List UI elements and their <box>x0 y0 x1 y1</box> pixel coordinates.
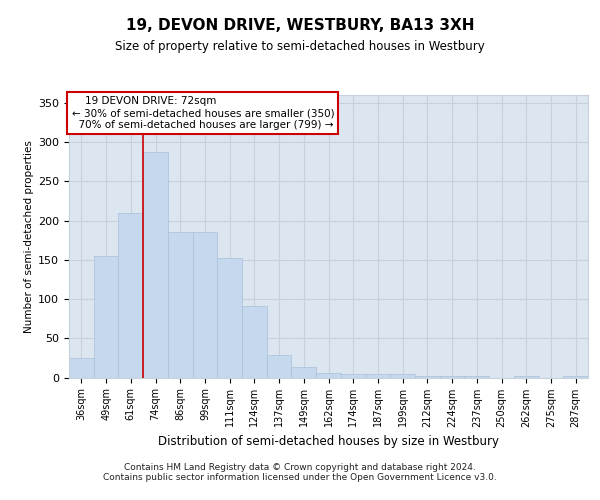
Text: 19 DEVON DRIVE: 72sqm
← 30% of semi-detached houses are smaller (350)
  70% of s: 19 DEVON DRIVE: 72sqm ← 30% of semi-deta… <box>71 96 334 130</box>
Bar <box>292 366 316 378</box>
Bar <box>365 374 390 378</box>
X-axis label: Distribution of semi-detached houses by size in Westbury: Distribution of semi-detached houses by … <box>158 435 499 448</box>
Bar <box>390 374 415 378</box>
Bar <box>440 376 464 378</box>
Bar <box>143 152 168 378</box>
Bar <box>316 373 341 378</box>
Bar <box>464 376 489 378</box>
Bar <box>514 376 539 378</box>
Bar <box>217 258 242 378</box>
Bar <box>193 232 217 378</box>
Bar <box>242 306 267 378</box>
Bar <box>168 232 193 378</box>
Text: Contains HM Land Registry data © Crown copyright and database right 2024.: Contains HM Land Registry data © Crown c… <box>124 462 476 471</box>
Text: Contains public sector information licensed under the Open Government Licence v3: Contains public sector information licen… <box>103 474 497 482</box>
Text: Size of property relative to semi-detached houses in Westbury: Size of property relative to semi-detach… <box>115 40 485 53</box>
Text: 19, DEVON DRIVE, WESTBURY, BA13 3XH: 19, DEVON DRIVE, WESTBURY, BA13 3XH <box>126 18 474 32</box>
Bar <box>94 256 118 378</box>
Bar <box>267 354 292 378</box>
Y-axis label: Number of semi-detached properties: Number of semi-detached properties <box>24 140 34 332</box>
Bar <box>341 374 365 378</box>
Bar <box>563 376 588 378</box>
Bar <box>118 212 143 378</box>
Bar <box>415 376 440 378</box>
Bar <box>69 358 94 378</box>
